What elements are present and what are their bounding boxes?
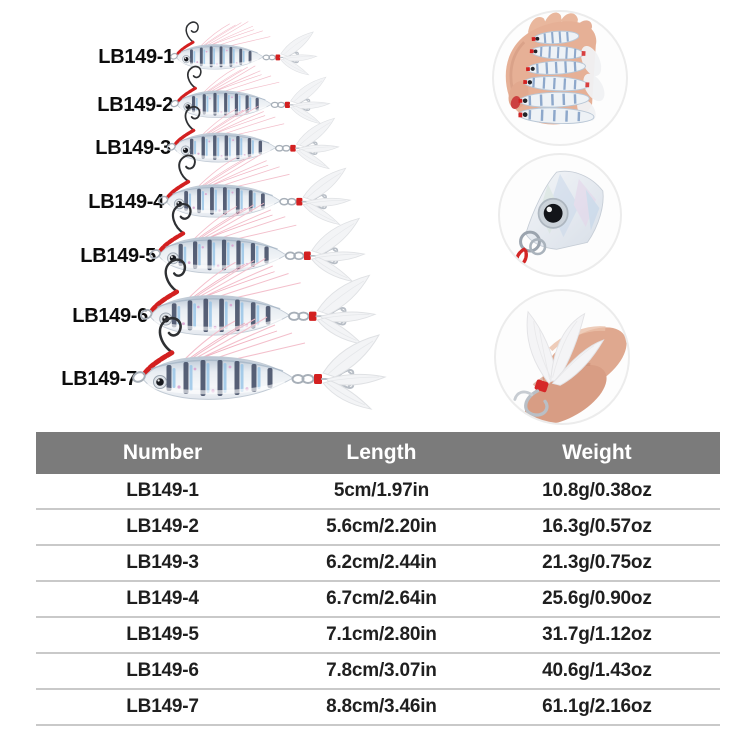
cell-length: 6.2cm/2.44in	[326, 552, 437, 573]
column-header-length: Length	[346, 441, 417, 464]
lure-illustration-7	[127, 311, 387, 411]
hand-holding-lure-set-photo	[492, 10, 628, 146]
lure-head-eye-closeup-photo	[498, 153, 622, 277]
cell-number: LB149-5	[126, 624, 199, 645]
table-row: LB149-6 7.8cm/3.07in 40.6g/1.43oz	[36, 654, 720, 690]
column-header-number: Number	[122, 441, 203, 464]
cell-length: 5cm/1.97in	[333, 480, 429, 501]
cell-length: 8.8cm/3.46in	[326, 696, 437, 717]
cell-weight: 25.6g/0.90oz	[542, 588, 652, 609]
lure-label-4: LB149-4	[88, 191, 164, 213]
table-row: LB149-4 6.7cm/2.64in 25.6g/0.90oz	[36, 582, 720, 618]
cell-weight: 61.1g/2.16oz	[542, 696, 652, 717]
cell-length: 7.8cm/3.07in	[326, 660, 437, 681]
cell-length: 6.7cm/2.64in	[326, 588, 437, 609]
cell-number: LB149-3	[126, 552, 199, 573]
cell-number: LB149-6	[126, 660, 199, 681]
cell-length: 5.6cm/2.20in	[326, 516, 437, 537]
lure-label-1: LB149-1	[98, 46, 174, 68]
table-row: LB149-3 6.2cm/2.44in 21.3g/0.75oz	[36, 546, 720, 582]
spec-table-header: Number Length Weight	[36, 432, 720, 474]
lure-label-6: LB149-6	[72, 305, 148, 327]
cell-length: 7.1cm/2.80in	[326, 624, 437, 645]
cell-weight: 21.3g/0.75oz	[542, 552, 652, 573]
lure-label-7: LB149-7	[61, 368, 137, 390]
cell-weight: 31.7g/1.12oz	[542, 624, 652, 645]
table-row: LB149-7 8.8cm/3.46in 61.1g/2.16oz	[36, 690, 720, 726]
lure-label-2: LB149-2	[97, 94, 173, 116]
column-header-weight: Weight	[562, 441, 632, 464]
spec-table: Number Length Weight LB149-1 5cm/1.97in …	[36, 432, 720, 726]
cell-number: LB149-4	[126, 588, 199, 609]
table-row: LB149-2 5.6cm/2.20in 16.3g/0.57oz	[36, 510, 720, 546]
cell-number: LB149-2	[126, 516, 199, 537]
cell-number: LB149-1	[126, 480, 199, 501]
cell-number: LB149-7	[126, 696, 199, 717]
table-row: LB149-1 5cm/1.97in 10.8g/0.38oz	[36, 474, 720, 510]
cell-weight: 40.6g/1.43oz	[542, 660, 652, 681]
table-row: LB149-5 7.1cm/2.80in 31.7g/1.12oz	[36, 618, 720, 654]
lure-label-3: LB149-3	[95, 137, 171, 159]
feather-treble-hook-closeup-photo	[494, 289, 630, 425]
lure-label-5: LB149-5	[80, 245, 156, 267]
cell-weight: 16.3g/0.57oz	[542, 516, 652, 537]
cell-weight: 10.8g/0.38oz	[542, 480, 652, 501]
